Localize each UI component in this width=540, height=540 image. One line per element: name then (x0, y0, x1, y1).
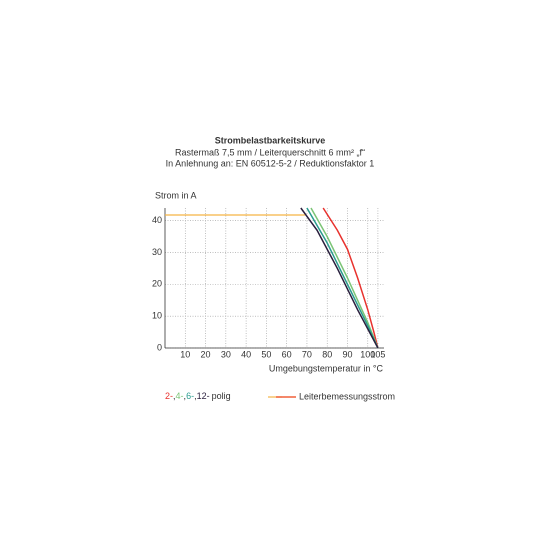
x-tick-label: 10 (180, 349, 190, 359)
x-tick-label: 90 (342, 349, 352, 359)
legend-label: 2- (165, 391, 173, 401)
x-tick-label: 60 (282, 349, 292, 359)
line (300, 207, 379, 349)
y-tick-label: 10 (152, 311, 162, 321)
y-tick-label: 30 (152, 247, 162, 257)
line (306, 207, 379, 349)
legend-label: 4- (176, 391, 184, 401)
y-tick-label: 40 (152, 215, 162, 225)
legend-suffix: polig (212, 391, 231, 401)
line (310, 207, 379, 349)
chart-title: Strombelastbarkeitskurve (215, 135, 326, 145)
x-tick-label: 70 (302, 349, 312, 359)
y-axis-label: Strom in A (155, 190, 197, 200)
x-tick-label: 20 (201, 349, 211, 359)
legend-label: 6- (186, 391, 194, 401)
legend-separator: , (173, 391, 176, 401)
legend-label: 12- (197, 391, 210, 401)
y-tick-label: 0 (157, 342, 162, 352)
legend-separator: , (184, 391, 187, 401)
x-tick-label: 50 (261, 349, 271, 359)
line (322, 207, 379, 349)
x-tick-label: 105 (370, 349, 385, 359)
chart-subtitle: In Anlehnung an: EN 60512-5-2 / Reduktio… (166, 158, 375, 168)
legend-separator: , (194, 391, 197, 401)
x-tick-label: 40 (241, 349, 251, 359)
x-tick-label: 80 (322, 349, 332, 359)
legend: 2-,4-,6-,12- polig (165, 391, 231, 401)
chart-subtitle: Rastermaß 7,5 mm / Leiterquerschnitt 6 m… (175, 147, 365, 157)
y-tick-label: 20 (152, 279, 162, 289)
x-tick-label: 30 (221, 349, 231, 359)
x-tick-label: 100 (360, 349, 375, 359)
legend-label: Leiterbemessungsstrom (299, 391, 395, 401)
x-axis-label: Umgebungstemperatur in °C (269, 363, 384, 373)
